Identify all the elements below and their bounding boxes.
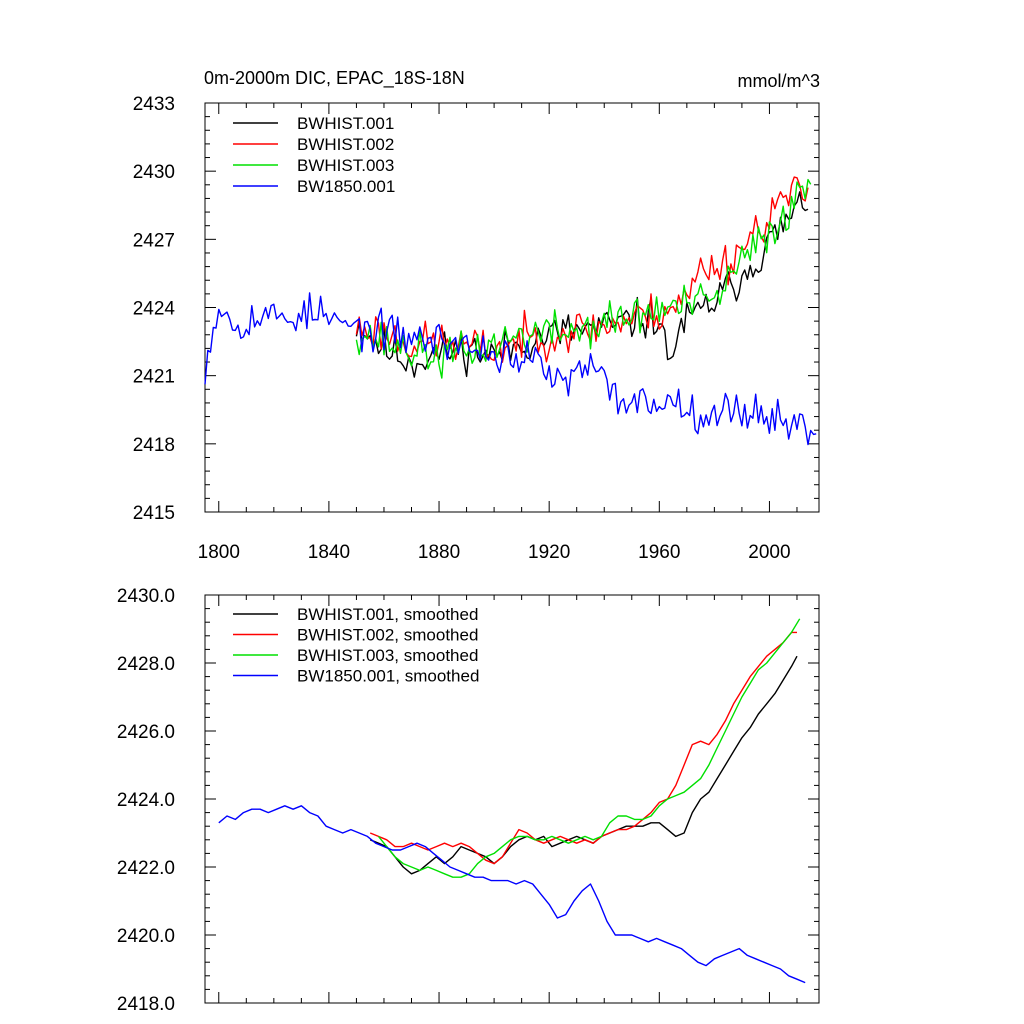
- series-line-bw1850-001: [204, 292, 817, 446]
- smoothed-dic-chart: 2418.0 2420.0 2422.0 2424.0 2426.0 2428.0 2430…: [117, 586, 820, 1015]
- series-line-bwhist-003-smoothed: [377, 618, 801, 878]
- x-tick-label: 1880: [418, 542, 460, 563]
- y-tick-label: 2433: [133, 94, 175, 115]
- y-tick-label: 2415: [133, 503, 175, 524]
- legend: BWHIST.001 BWHIST.002 BWHIST.003 BW1850.001: [233, 114, 395, 196]
- x-tick-label: 1960: [638, 542, 680, 563]
- x-tick-label: 1920: [528, 542, 570, 563]
- series-layer: [218, 618, 806, 984]
- annual-dic-chart: 0m-2000m DIC, EPAC_18S-18N mmol/m^3 2415…: [133, 68, 820, 563]
- units-label: mmol/m^3: [738, 71, 820, 91]
- legend-label: BWHIST.003, smoothed: [297, 646, 478, 665]
- y-tick-label: 2430.0: [117, 586, 175, 607]
- y-tick-label: 2427: [133, 230, 175, 251]
- legend: BWHIST.001, smoothed BWHIST.002, smoothed…: [233, 605, 479, 686]
- series-line-bwhist-002-smoothed: [369, 631, 797, 865]
- chart-title: 0m-2000m DIC, EPAC_18S-18N: [204, 68, 465, 89]
- y-tick-label: 2428.0: [117, 654, 175, 675]
- y-tick-label: 2418: [133, 435, 175, 456]
- legend-label: BWHIST.002, smoothed: [297, 626, 478, 645]
- y-tick-label: 2426.0: [117, 722, 175, 743]
- series-line-bw1850-001-smoothed: [218, 805, 806, 984]
- y-tick-label: 2421: [133, 367, 175, 388]
- axes: 2418.0 2420.0 2422.0 2424.0 2426.0 2428.0 2430…: [117, 586, 820, 1015]
- series-line-bwhist-003: [355, 178, 812, 379]
- legend-label: BW1850.001: [297, 177, 395, 196]
- x-tick-label: 1800: [198, 542, 240, 563]
- y-tick-label: 2424.0: [117, 790, 175, 811]
- x-tick-label: 1840: [308, 542, 350, 563]
- y-tick-label: 2424: [133, 299, 176, 320]
- x-tick-label: 2000: [748, 542, 790, 563]
- series-line-bwhist-001: [355, 191, 809, 378]
- y-tick-label: 2430: [133, 162, 175, 183]
- y-tick-label: 2420.0: [117, 926, 175, 947]
- legend-label: BWHIST.002: [297, 135, 394, 154]
- y-tick-label: 2418.0: [117, 994, 175, 1015]
- axes: 2415 2418 2421 2424 2427 2430 2433 1800 1840 1880…: [133, 94, 820, 563]
- legend-label: BWHIST.001, smoothed: [297, 605, 478, 624]
- legend-label: BW1850.001, smoothed: [297, 667, 479, 686]
- legend-label: BWHIST.003: [297, 156, 394, 175]
- legend-label: BWHIST.001: [297, 114, 394, 133]
- y-tick-label: 2422.0: [117, 858, 175, 879]
- series-layer: [204, 176, 817, 446]
